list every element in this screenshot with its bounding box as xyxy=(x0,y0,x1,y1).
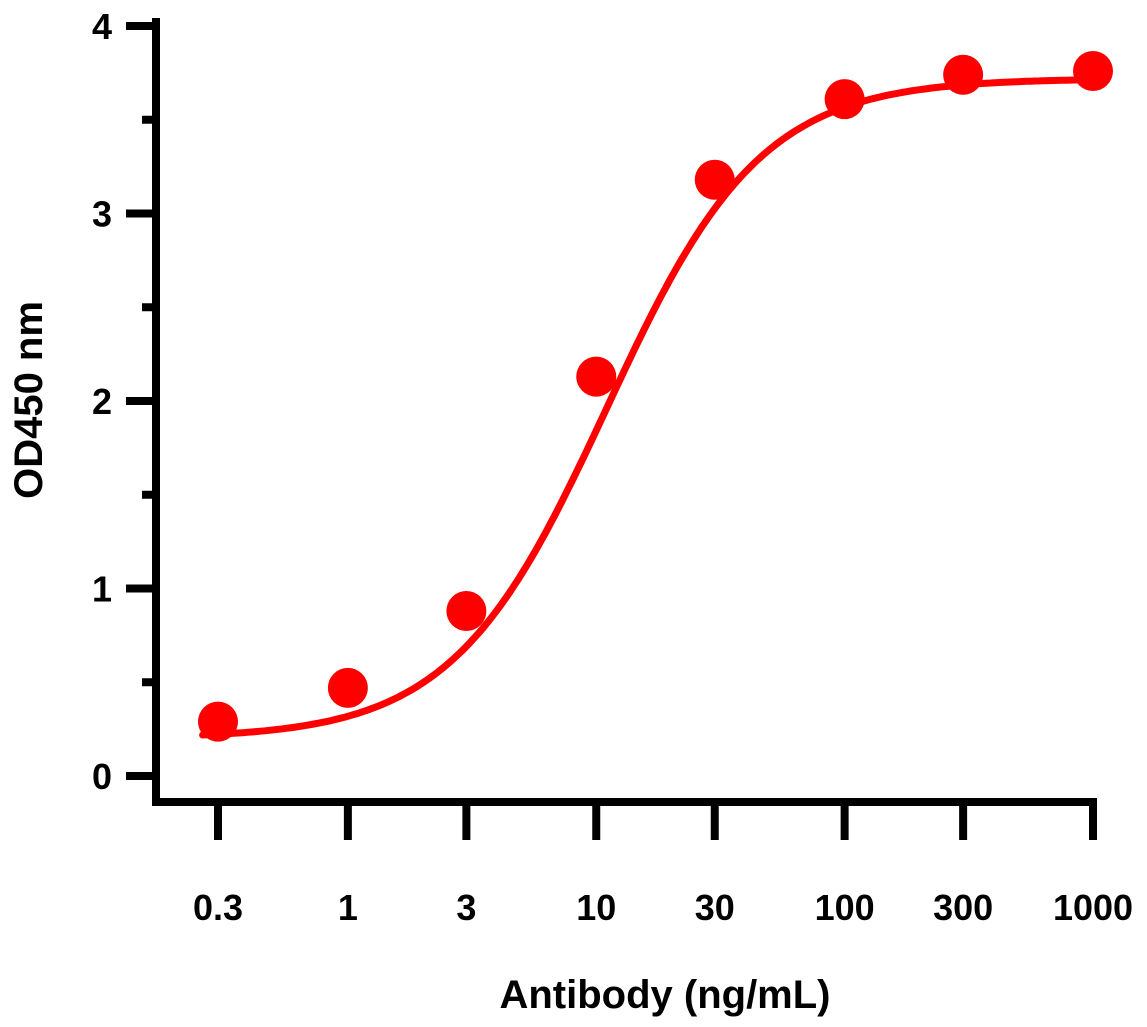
fit-curve-layer xyxy=(199,76,1097,739)
x-tick-label: 1 xyxy=(338,887,358,928)
data-point xyxy=(576,356,617,397)
x-tick-label: 3 xyxy=(456,887,476,928)
x-tick-label: 300 xyxy=(933,887,993,928)
y-tick-label: 4 xyxy=(92,6,112,47)
data-point xyxy=(198,701,238,742)
data-point xyxy=(327,667,368,708)
x-tick-label: 0.3 xyxy=(193,887,243,928)
x-tick-label: 1000 xyxy=(1053,887,1133,928)
y-tick-label: 0 xyxy=(92,756,112,797)
x-tick-label: 30 xyxy=(695,887,735,928)
data-point xyxy=(1073,51,1113,91)
x-tick-label: 10 xyxy=(576,887,616,928)
x-tick-label: 100 xyxy=(815,887,875,928)
data-point xyxy=(824,79,865,120)
data-point xyxy=(943,54,984,95)
data-point xyxy=(446,591,487,631)
axes xyxy=(152,18,1097,806)
data-point xyxy=(694,159,735,200)
fit-curve xyxy=(199,76,1097,739)
y-tick-label: 3 xyxy=(92,194,112,235)
tick-labels: 0 1 2 3 4 0.3 1 3 10 30 100 300 1000 xyxy=(92,6,1133,928)
y-tick-label: 2 xyxy=(92,381,112,422)
y-axis-label: OD450 nm xyxy=(7,301,51,499)
x-axis-label: Antibody (ng/mL) xyxy=(499,973,830,1017)
data-points xyxy=(198,51,1113,742)
tick-marks xyxy=(126,22,1097,840)
y-tick-label: 1 xyxy=(92,569,112,610)
